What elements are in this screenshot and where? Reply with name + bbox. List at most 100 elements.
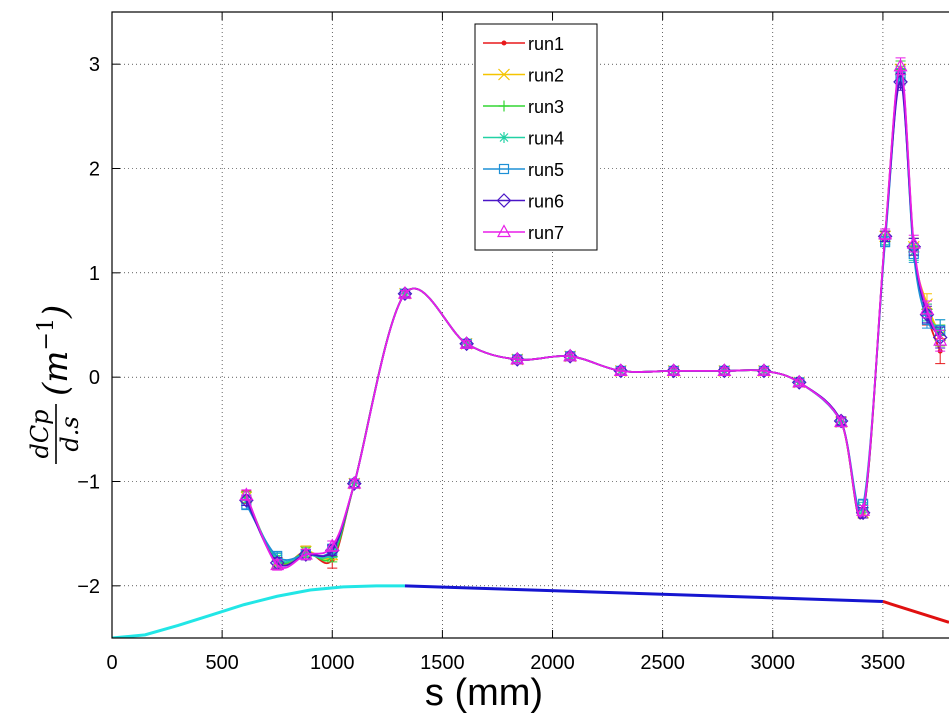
error-bar — [565, 352, 576, 360]
y-tick-label: 3 — [89, 54, 100, 76]
plot-frame — [111, 11, 949, 639]
y-tick-label: 0 — [89, 367, 100, 389]
legend-marker — [498, 100, 510, 112]
legend: run1 run2 run3 run4 run5 run6 run7 — [474, 23, 598, 251]
legend-label: run5 — [528, 160, 564, 180]
data-point — [856, 502, 871, 516]
data-point — [562, 348, 578, 364]
tick-labels: 0 500 1000 1500 2000 2500 3000 3500 −2 −1 0 1 2 3 — [77, 54, 905, 674]
error-bar — [399, 290, 410, 298]
legend-label: run6 — [528, 192, 564, 212]
legend-item-run4: run4 — [483, 129, 564, 149]
error-bar — [719, 367, 730, 375]
series-group — [239, 57, 948, 571]
data-point — [325, 538, 340, 552]
data-point — [397, 286, 413, 302]
data-point — [239, 492, 254, 508]
axes — [111, 11, 949, 639]
x-tick-label: 1000 — [310, 652, 355, 674]
legend-marker — [498, 163, 510, 175]
legend-label: run2 — [528, 66, 564, 86]
data-point — [717, 363, 732, 377]
legend-label: run4 — [528, 129, 564, 149]
y-axis-label-numerator: dCp — [26, 409, 54, 458]
data-point — [347, 475, 362, 489]
error-bar — [512, 355, 523, 364]
x-tick-label: 1500 — [420, 652, 465, 674]
x-tick-label: 2500 — [640, 652, 685, 674]
data-point — [834, 414, 849, 428]
data-point — [298, 546, 313, 560]
data-point — [906, 235, 921, 249]
x-axis-label: s (mm) — [425, 672, 543, 714]
data-point — [239, 487, 254, 501]
data-point — [613, 363, 628, 377]
error-bar — [858, 504, 869, 517]
data-point — [933, 332, 948, 346]
error-bar — [300, 548, 311, 561]
x-tick-label: 3500 — [861, 652, 906, 674]
error-bar — [668, 367, 679, 375]
series-run7 — [239, 57, 948, 571]
data-point — [919, 301, 934, 315]
data-point — [855, 505, 871, 521]
x-tick-label: 2000 — [530, 652, 575, 674]
legend-marker — [498, 68, 510, 81]
y-tick-label: −2 — [77, 576, 100, 598]
data-point — [666, 363, 681, 377]
data-point — [792, 374, 807, 388]
legend-marker — [498, 132, 510, 143]
y-axis-label: dCp d.s (m−1) — [26, 305, 84, 464]
error-bar — [272, 559, 283, 571]
data-point — [756, 363, 772, 379]
data-point — [459, 336, 474, 349]
legend-item-run5: run5 — [483, 160, 564, 180]
data-point — [459, 336, 474, 352]
data-point — [563, 348, 578, 362]
y-tick-label: −1 — [77, 472, 100, 494]
error-bar — [615, 367, 626, 375]
baseline-curve — [112, 584, 949, 638]
data-point — [878, 226, 893, 240]
data-point — [509, 352, 525, 367]
legend-label: run1 — [528, 34, 564, 54]
x-tick-label: 3000 — [751, 652, 796, 674]
data-point — [893, 58, 908, 72]
baseline-segment-3 — [882, 600, 949, 624]
data-point — [919, 307, 935, 322]
error-bar — [461, 340, 472, 348]
error-bar — [758, 367, 769, 375]
data-point — [833, 413, 849, 429]
legend-label: run3 — [528, 97, 564, 117]
baseline-segment-2 — [404, 584, 883, 603]
y-axis-label-denominator: d.s — [56, 416, 84, 451]
data-point — [893, 74, 908, 90]
legend-marker — [496, 224, 512, 238]
data-point — [346, 476, 362, 491]
y-axis-label-unit: (m−1) — [34, 305, 76, 396]
legend-label: run7 — [528, 223, 564, 243]
error-bar — [880, 228, 891, 240]
data-point — [716, 363, 732, 379]
y-tick-label: 1 — [89, 263, 100, 285]
error-bar — [241, 489, 252, 501]
data-point — [510, 351, 525, 365]
data-point — [756, 363, 771, 377]
y-tick-label: 2 — [89, 159, 100, 181]
data-point — [298, 547, 314, 562]
data-point — [613, 363, 629, 379]
x-tick-label: 500 — [205, 652, 238, 674]
legend-item-run2: run2 — [483, 66, 564, 86]
error-bar — [794, 378, 805, 387]
legend-item-run6: run6 — [483, 192, 564, 212]
legend-marker — [501, 40, 507, 46]
data-point — [397, 285, 412, 299]
error-bar — [327, 540, 338, 552]
legend-item-run7: run7 — [483, 223, 564, 243]
data-point — [666, 363, 682, 379]
legend-item-run3: run3 — [483, 97, 564, 117]
x-tick-label: 0 — [106, 652, 117, 674]
data-point — [270, 557, 285, 571]
legend-item-run1: run1 — [483, 34, 564, 54]
